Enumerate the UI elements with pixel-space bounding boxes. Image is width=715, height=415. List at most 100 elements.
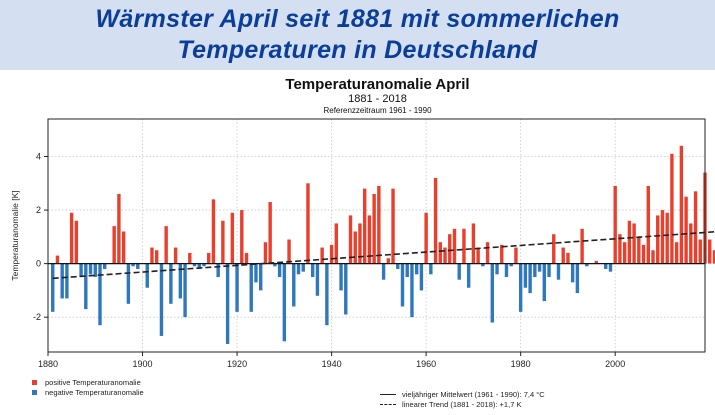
legend-mean-label: vieljähriger Mittelwert (1961 - 1990): 7… [402,389,545,399]
trend-line [52,230,715,280]
bar-1969 [466,263,471,288]
bar-2010 [660,210,665,264]
legend-mean: vieljähriger Mittelwert (1961 - 1990): 7… [380,389,545,399]
bar-2017 [693,191,698,264]
bar-1953 [391,188,395,264]
bar-1980 [518,263,523,312]
bar-2000 [613,185,617,264]
bar-1957 [410,263,414,318]
bar-1975 [495,263,499,275]
bar-1923 [249,263,253,312]
legend-positive-label: positive Temperaturanomalie [45,377,141,387]
x-tick-label: 1880 [38,359,58,369]
bar-1939 [325,263,329,326]
x-tick-label: 1920 [227,359,247,369]
bar-1963 [438,242,443,264]
y-axis-label: Temperaturanomalie [K] [10,190,20,280]
plot-frame [47,118,706,353]
bar-1942 [339,263,343,291]
bar-1936 [310,263,315,278]
bar-1910 [188,252,192,264]
bar-1913 [202,263,206,267]
bar-1897 [126,263,131,304]
bar-1989 [561,247,565,264]
y-tick-label: 0 [36,259,41,269]
bar-1977 [504,263,509,278]
bar-1987 [552,234,556,264]
bar-1898 [131,263,135,267]
x-tick-label: 1980 [511,359,531,369]
bar-1972 [481,263,485,267]
legend-negative-swatch [32,389,37,395]
bar-1993 [580,228,584,264]
bar-1948 [367,215,372,264]
x-tick-label: 2000 [605,359,625,369]
bar-2005 [637,236,641,264]
bar-2021 [712,250,715,264]
bar-2002 [622,242,627,264]
x-tick-label: 1940 [322,359,342,369]
bar-1992 [575,263,580,294]
legend-left: positive Temperaturanomalie negative Tem… [32,377,144,397]
bar-1885 [69,212,74,264]
bar-1921 [240,210,244,264]
bar-2004 [632,223,636,264]
bar-1952 [386,258,391,264]
bar-1994 [585,263,589,267]
bar-1888 [84,263,88,310]
bar-1929 [277,263,282,278]
chart-titles: Temperaturanomalie April 1881 - 2018 Ref… [0,76,715,116]
bar-2015 [684,196,688,264]
bar-1949 [372,193,376,264]
x-tick-label: 1900 [133,359,153,369]
bar-1990 [566,252,570,264]
bar-1925 [259,263,263,291]
bar-1961 [429,263,433,275]
bar-1958 [414,263,419,275]
bar-1968 [462,228,466,264]
bar-1976 [500,244,504,264]
bar-1986 [547,263,551,278]
bar-1966 [452,228,457,264]
bar-1955 [400,263,405,307]
bar-1920 [235,263,239,312]
bar-1984 [537,263,542,272]
legend-trend-line [380,403,396,405]
headline-line-2: Temperaturen in Deutschland [177,36,538,64]
bar-1985 [542,263,546,302]
bar-1918 [225,263,230,344]
bar-2001 [618,234,622,264]
bar-1938 [320,247,324,264]
bar-2007 [646,185,650,264]
y-tick-label: -2 [33,312,41,322]
bar-1935 [306,183,310,264]
bar-1909 [183,263,187,318]
bar-1896 [121,231,126,264]
bar-1884 [65,263,69,299]
bar-1956 [405,263,409,278]
bar-1940 [329,244,334,264]
bar-2012 [670,153,674,264]
bar-1886 [74,220,79,264]
bar-2020 [708,239,712,264]
bar-1892 [103,263,107,269]
bar-1894 [112,226,116,264]
legend-negative: negative Temperaturanomalie [32,387,144,397]
bar-1914 [207,252,211,264]
bar-2011 [665,212,669,264]
bar-1916 [216,263,220,278]
bar-1970 [471,223,476,264]
bar-1964 [443,247,447,264]
chart-title: Temperaturanomalie April [285,76,470,93]
bar-1974 [490,263,494,323]
bar-1887 [79,263,83,278]
bar-1924 [254,263,258,283]
bar-1950 [377,185,381,264]
bar-1881 [51,263,55,312]
x-tick-label: 1960 [416,359,436,369]
bar-1944 [348,215,353,264]
bar-1962 [433,177,438,264]
legend-trend: linearer Trend (1881 - 2018): +1,7 K [380,399,545,409]
bar-1931 [287,239,291,264]
